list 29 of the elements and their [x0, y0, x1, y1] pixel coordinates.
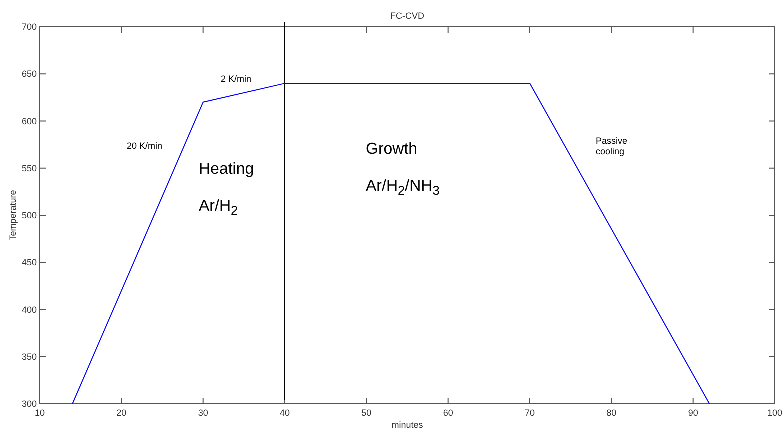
x-tick-label: 50	[362, 408, 372, 418]
x-tick-label: 90	[688, 408, 698, 418]
y-tick-label: 650	[22, 69, 37, 80]
chart-title: FC-CVD	[390, 11, 425, 21]
x-tick-label: 20	[116, 408, 127, 418]
x-tick-label: 10	[34, 408, 46, 418]
x-axis-title: minutes	[392, 420, 424, 430]
annotation: Growth	[366, 141, 418, 158]
annotation: Ar/H$_{2}$	[199, 198, 238, 218]
y-tick-label: 500	[22, 210, 37, 220]
y-tick-label: 600	[22, 116, 37, 126]
y-tick-label: 700	[22, 22, 37, 32]
x-tick-label: 60	[443, 408, 454, 418]
y-tick-label: 400	[22, 304, 37, 315]
annotation: 20 K/min	[127, 141, 163, 151]
x-tick-label: 40	[280, 408, 290, 418]
y-tick-label: 300	[22, 399, 37, 409]
x-tick-label: 80	[606, 408, 617, 418]
y-tick-label: 550	[22, 163, 37, 174]
x-tick-label: 100	[767, 408, 782, 418]
x-tick-label: 30	[198, 408, 208, 418]
annotation: 2 K/min	[221, 74, 252, 84]
y-axis-title: Temperature	[8, 190, 18, 241]
y-tick-label: 450	[22, 258, 37, 268]
y-tick-label: 350	[22, 352, 37, 362]
annotation: Passive cooling	[596, 136, 628, 156]
annotation: Ar/H$_{2}$/NH$_{3}$	[366, 178, 440, 198]
x-tick-label: 70	[524, 408, 536, 418]
annotation: Heating	[199, 161, 254, 178]
